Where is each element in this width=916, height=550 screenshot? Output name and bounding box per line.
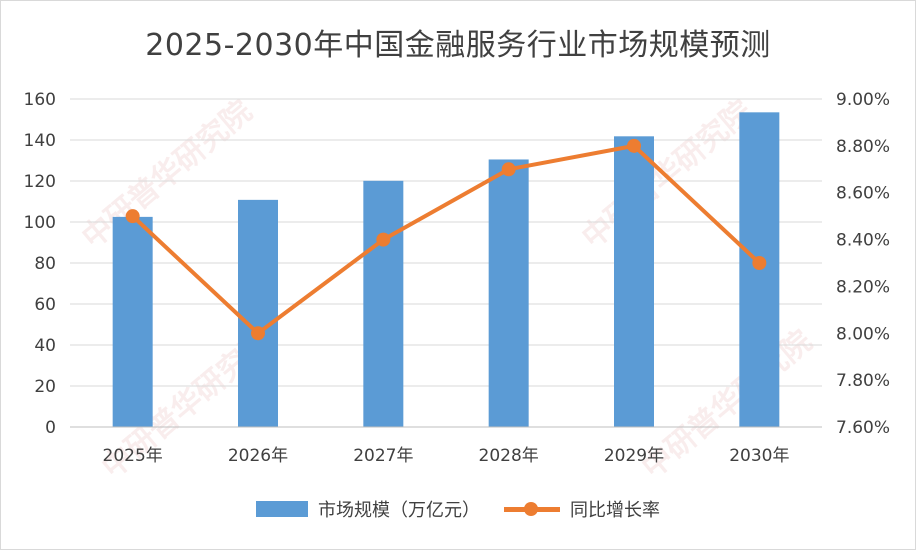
left-axis-tick-label: 60 — [34, 295, 56, 315]
right-axis-tick-label: 8.60% — [836, 184, 890, 204]
line-series — [125, 138, 767, 341]
legend-swatch-line — [504, 501, 560, 517]
right-axis-tick-label: 8.00% — [836, 324, 890, 344]
right-axis-tick-label: 7.80% — [836, 371, 890, 391]
x-axis-tick-label: 2025年 — [103, 446, 163, 466]
right-axis-ticks: 7.60% 7.80% 8.00% 8.20% 8.40% 8.60% 8.80% 9.00% — [836, 90, 890, 438]
line-path — [131, 143, 761, 336]
bar — [238, 199, 278, 427]
left-axis-tick-label: 120 — [24, 172, 56, 192]
x-axis-tick-label: 2029年 — [604, 446, 664, 466]
left-axis-tick-label: 160 — [24, 90, 56, 110]
x-axis-tick-label: 2030年 — [729, 446, 789, 466]
line-point — [752, 256, 767, 270]
legend-item-bar: 市场规模（万亿元） — [256, 496, 480, 522]
right-axis-tick-label: 8.80% — [836, 137, 890, 157]
line-point — [125, 209, 140, 224]
bar — [112, 216, 153, 427]
left-axis-tick-label: 80 — [34, 254, 56, 274]
x-axis-ticks: 2025年 2026年 2027年 2028年 2029年 2030年 — [70, 426, 822, 466]
line-point — [376, 232, 391, 247]
bar — [488, 159, 529, 427]
legend-item-line: 同比增长率 — [504, 496, 660, 522]
left-axis-ticks: 0 20 40 60 80 100 120 140 160 — [24, 90, 56, 438]
bar — [614, 136, 654, 427]
left-axis-tick-label: 140 — [24, 131, 56, 151]
right-axis-tick-label: 9.00% — [836, 90, 890, 110]
line-point — [501, 162, 516, 177]
x-axis-tick-label: 2026年 — [228, 446, 288, 466]
line-point — [251, 326, 265, 341]
line-point — [627, 138, 641, 153]
bar — [363, 180, 404, 427]
left-axis-tick-label: 40 — [34, 336, 56, 356]
x-axis-tick-label: 2028年 — [479, 446, 539, 466]
chart-title: 2025-2030年中国金融服务行业市场规模预测 — [145, 28, 771, 63]
right-axis-tick-label: 7.60% — [836, 418, 890, 438]
bar-series — [112, 112, 780, 427]
left-axis-tick-label: 0 — [45, 418, 56, 438]
left-axis-tick-label: 20 — [34, 377, 56, 397]
legend: 市场规模（万亿元） 同比增长率 — [0, 496, 916, 522]
right-axis-tick-label: 8.40% — [836, 231, 890, 251]
gridlines — [70, 98, 822, 428]
legend-label-bar: 市场规模（万亿元） — [318, 500, 480, 521]
left-axis-tick-label: 100 — [24, 213, 56, 233]
right-axis-tick-label: 8.20% — [836, 277, 890, 297]
legend-swatch-bar — [256, 501, 308, 517]
legend-label-line: 同比增长率 — [570, 500, 660, 521]
x-axis-tick-label: 2027年 — [353, 446, 413, 466]
